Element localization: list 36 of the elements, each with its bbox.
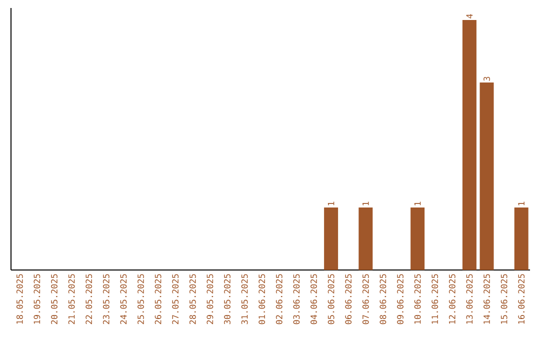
- x-tick-label: 11.06.2025: [432, 274, 438, 324]
- x-tick-label: 25.05.2025: [138, 274, 144, 324]
- x-tick-label: 30.05.2025: [224, 274, 230, 324]
- x-tick-label: 09.06.2025: [397, 274, 404, 324]
- x-tick-label: 20.05.2025: [51, 274, 58, 324]
- x-tick-label: 05.06.2025: [328, 274, 334, 324]
- x-tick-label: 18.05.2025: [16, 274, 23, 324]
- x-tick-label: 07.06.2025: [362, 274, 369, 324]
- data-label: 1: [414, 202, 421, 206]
- x-tick-label: 31.05.2025: [241, 274, 248, 324]
- x-tick-label: 03.06.2025: [293, 274, 300, 324]
- data-label: 1: [362, 202, 369, 206]
- x-tick-label: 26.05.2025: [154, 274, 162, 324]
- x-tick-label: 08.06.2025: [380, 274, 386, 324]
- x-tick-label: 24.05.2025: [120, 274, 127, 324]
- x-tick-label: 28.05.2025: [189, 274, 196, 324]
- x-tick-label: 02.06.2025: [276, 274, 282, 324]
- x-tick-label: 12.06.2025: [448, 274, 456, 324]
- data-label: 1: [518, 202, 524, 206]
- x-tick-label: 29.05.2025: [206, 274, 214, 324]
- x-tick-label: 13.06.2025: [466, 274, 473, 324]
- x-tick-label: 21.05.2025: [68, 274, 75, 324]
- data-label: 1: [328, 202, 334, 206]
- x-tick-label: 10.06.2025: [414, 274, 421, 324]
- x-tick-label: 01.06.2025: [258, 274, 266, 324]
- x-tick-label: 16.06.2025: [518, 274, 525, 324]
- x-tick-label: 22.05.2025: [86, 274, 92, 324]
- x-tick-label: 04.06.2025: [310, 274, 317, 324]
- x-tick-label: 06.06.2025: [345, 274, 352, 324]
- data-label: 4: [466, 14, 473, 18]
- x-tick-label: 15.06.2025: [500, 274, 508, 324]
- x-tick-label: 27.05.2025: [172, 274, 179, 324]
- data-label: 3: [484, 76, 490, 81]
- x-tick-label: 14.06.2025: [484, 274, 490, 324]
- x-tick-label: 23.05.2025: [102, 274, 110, 324]
- x-tick-label: 19.05.2025: [34, 274, 40, 324]
